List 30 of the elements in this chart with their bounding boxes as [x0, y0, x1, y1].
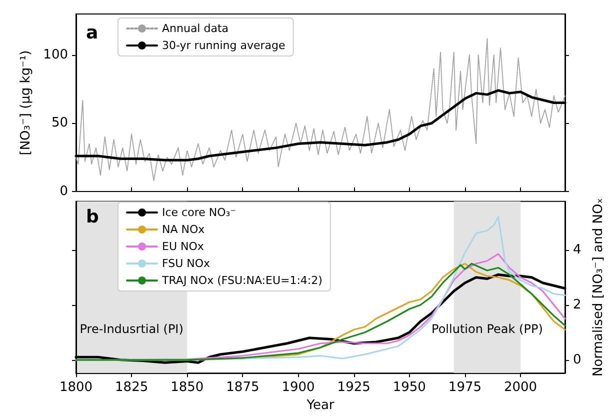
y2-axis-title: Normalised [NO₃⁻] and NOₓ	[591, 198, 606, 376]
y-axis-title: [NO₃⁻] (µg kg⁻¹)	[18, 50, 34, 156]
legend-label: Annual data	[162, 22, 229, 35]
legend-label: TRAJ NOx (FSU:NA:EU=1:4:2)	[161, 274, 322, 287]
x-tick-label: 1950	[392, 380, 426, 396]
y-tick-label: 50	[51, 116, 68, 131]
x-tick-label: 1825	[115, 380, 148, 396]
x-axis-title: Year	[306, 398, 335, 413]
x-tick-label: 1875	[226, 380, 260, 396]
y2-tick-label: 2	[573, 297, 582, 312]
x-tick-label: 1975	[448, 380, 482, 396]
legend-label: Ice core NO₃⁻	[162, 206, 236, 219]
x-tick-label: 2000	[504, 380, 538, 396]
x-tick-label: 1900	[282, 380, 315, 396]
legend-label: FSU NOx	[162, 257, 211, 270]
band-label: Pre-Indusrtial (PI)	[80, 322, 184, 336]
line-series	[76, 38, 566, 182]
x-tick-label: 1850	[170, 380, 204, 396]
legend-label: NA NOx	[162, 223, 206, 236]
y2-tick-label: 4	[573, 242, 582, 258]
y2-tick-label: 0	[573, 352, 582, 368]
annotation: a	[86, 22, 98, 44]
legend-label: EU NOx	[162, 240, 204, 253]
y-tick-label: 0	[60, 184, 68, 199]
x-tick-label: 1925	[337, 380, 370, 396]
legend-label: 30-yr running average	[162, 39, 286, 52]
y-tick-label: 100	[43, 47, 68, 62]
band-label: Pollution Peak (PP)	[432, 322, 543, 336]
annotation: b	[86, 206, 99, 228]
x-tick-label: 1800	[59, 380, 93, 396]
